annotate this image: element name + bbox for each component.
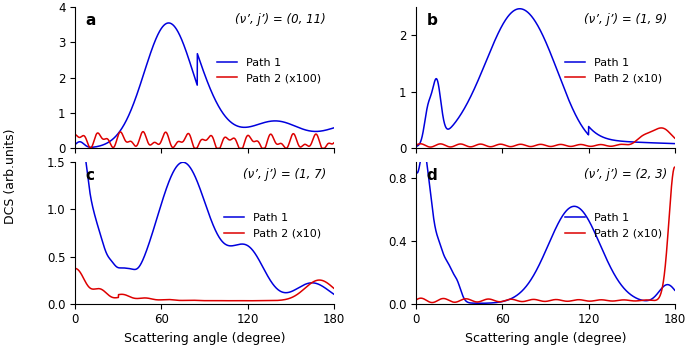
Text: a: a — [86, 13, 96, 28]
Text: c: c — [86, 168, 95, 183]
Text: (ν’, j’) = (1, 7): (ν’, j’) = (1, 7) — [242, 168, 326, 181]
Legend: Path 1, Path 2 (x10): Path 1, Path 2 (x10) — [220, 209, 325, 243]
X-axis label: Scattering angle (degree): Scattering angle (degree) — [465, 332, 626, 345]
Text: (ν’, j’) = (1, 9): (ν’, j’) = (1, 9) — [584, 13, 667, 26]
Legend: Path 1, Path 2 (x100): Path 1, Path 2 (x100) — [212, 53, 325, 88]
Text: (ν’, j’) = (2, 3): (ν’, j’) = (2, 3) — [584, 168, 667, 181]
Text: (ν’, j’) = (0, 11): (ν’, j’) = (0, 11) — [235, 13, 326, 26]
Legend: Path 1, Path 2 (x10): Path 1, Path 2 (x10) — [561, 53, 667, 88]
X-axis label: Scattering angle (degree): Scattering angle (degree) — [124, 332, 285, 345]
Text: b: b — [427, 13, 438, 28]
Text: d: d — [427, 168, 438, 183]
Text: DCS (arb.units): DCS (arb.units) — [4, 129, 16, 224]
Legend: Path 1, Path 2 (x10): Path 1, Path 2 (x10) — [561, 209, 667, 243]
